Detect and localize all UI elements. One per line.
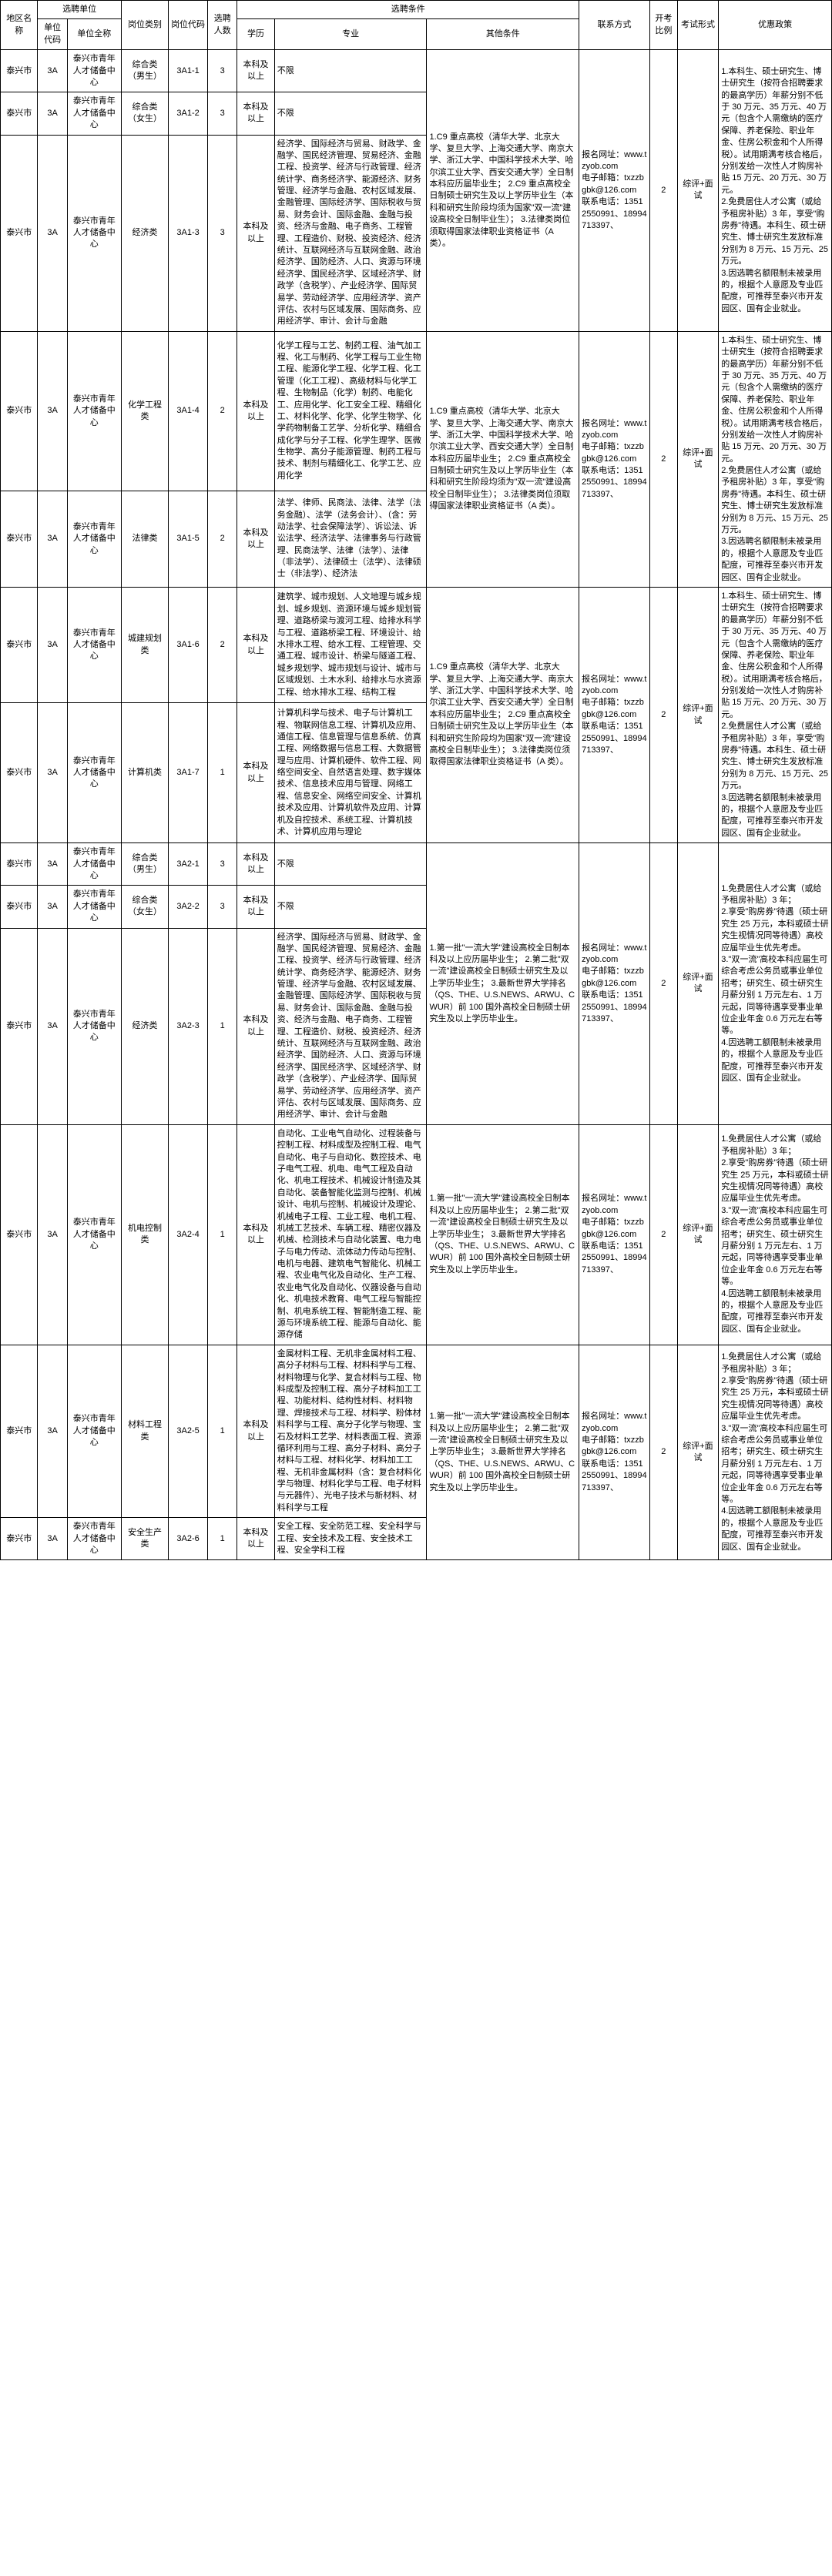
h-pcat: 岗位类别: [121, 1, 168, 50]
table-header: 地区名称 选聘单位 岗位类别 岗位代码 选聘人数 选聘条件 联系方式 开考比例 …: [1, 1, 832, 50]
table-row: 泰兴市3A泰兴市青年人才储备中心城建规划类3A1-62本科及以上建筑学、城市规划…: [1, 587, 832, 702]
table-row: 泰兴市3A泰兴市青年人才储备中心化学工程类3A1-42本科及以上化学工程与工艺、…: [1, 331, 832, 491]
h-contact: 联系方式: [579, 1, 650, 50]
table-row: 泰兴市3A泰兴市青年人才储备中心综合类（男生）3A2-13本科及以上不限1.第一…: [1, 843, 832, 886]
table-row: 泰兴市3A泰兴市青年人才储备中心综合类（男生）3A1-13本科及以上不限1.C9…: [1, 50, 832, 92]
h-ratio: 开考比例: [649, 1, 677, 50]
h-exam: 考试形式: [677, 1, 719, 50]
h-edu: 学历: [237, 19, 274, 50]
h-uname: 单位全称: [67, 19, 121, 50]
h-unit: 选聘单位: [38, 1, 121, 19]
recruitment-table: 地区名称 选聘单位 岗位类别 岗位代码 选聘人数 选聘条件 联系方式 开考比例 …: [0, 0, 832, 1560]
h-other: 其他条件: [427, 19, 579, 50]
h-ucode: 单位代码: [38, 19, 67, 50]
table-row: 泰兴市3A泰兴市青年人才储备中心材料工程类3A2-51本科及以上金属材料工程、无…: [1, 1345, 832, 1517]
h-cond: 选聘条件: [237, 1, 579, 19]
table-row: 泰兴市3A泰兴市青年人才储备中心机电控制类3A2-41本科及以上自动化、工业电气…: [1, 1124, 832, 1345]
h-count: 选聘人数: [208, 1, 237, 50]
h-major: 专业: [274, 19, 427, 50]
h-region: 地区名称: [1, 1, 38, 50]
h-policy: 优惠政策: [719, 1, 832, 50]
h-pcode: 岗位代码: [169, 1, 208, 50]
table-body: 泰兴市3A泰兴市青年人才储备中心综合类（男生）3A1-13本科及以上不限1.C9…: [1, 50, 832, 1560]
